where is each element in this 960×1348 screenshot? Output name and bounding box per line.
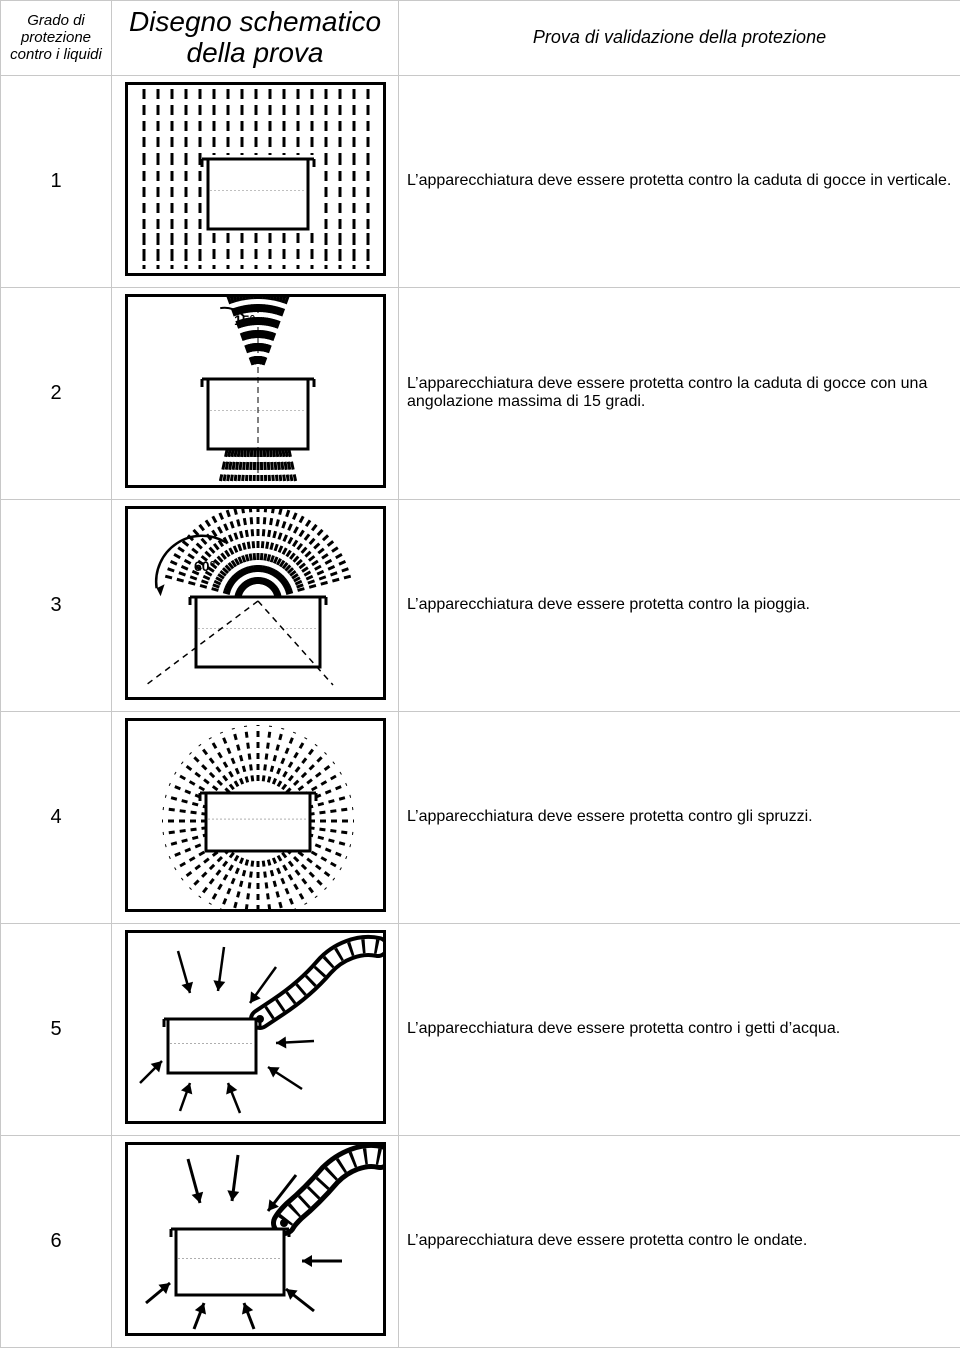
grade-cell: 6 [1,1135,112,1347]
diagram-cell [112,923,399,1135]
grade-cell: 4 [1,711,112,923]
diagram-frame [125,1142,386,1336]
description-cell: L’apparecchiatura deve essere protetta c… [399,711,960,923]
description-cell: L’apparecchiatura deve essere protetta c… [399,499,960,711]
header-validation: Prova di validazione della protezione [399,1,960,76]
diagram-frame: 60° [125,506,386,700]
grade-cell: 2 [1,287,112,499]
grade-cell: 1 [1,75,112,287]
diagram-cell [112,75,399,287]
table-row: 6 L’apparecchiatura deve essere protetta … [1,1135,960,1347]
diagram-frame: 15° [125,294,386,488]
grade-cell: 3 [1,499,112,711]
diagram-cell [112,1135,399,1347]
diagram-cell: 60° [112,499,399,711]
diagram-frame [125,718,386,912]
description-cell: L’apparecchiatura deve essere protetta c… [399,923,960,1135]
table-row: 5 L’apparecchiatura deve essere protetta … [1,923,960,1135]
svg-text:60°: 60° [194,558,215,574]
description-cell: L’apparecchiatura deve essere protetta c… [399,287,960,499]
ip-protection-table: Grado di protezione contro i liquidi Dis… [0,0,960,1348]
header-diagram: Disegno schematico della prova [112,1,399,76]
description-cell: L’apparecchiatura deve essere protetta c… [399,1135,960,1347]
grade-cell: 5 [1,923,112,1135]
diagram-frame [125,930,386,1124]
diagram-cell [112,711,399,923]
diagram-cell: 15° [112,287,399,499]
description-cell: L’apparecchiatura deve essere protetta c… [399,75,960,287]
table-row: 4 L’apparecchiatura deve essere protetta … [1,711,960,923]
table-header-row: Grado di protezione contro i liquidi Dis… [1,1,960,76]
header-grade: Grado di protezione contro i liquidi [1,1,112,76]
diagram-frame [125,82,386,276]
table-row: 1 L’apparecchiatura deve essere protetta … [1,75,960,287]
table-row: 3 60° L’apparecchiatura deve essere protet… [1,499,960,711]
svg-text:15°: 15° [234,312,255,328]
table-row: 2 15° L’apparecchiatura deve essere protet… [1,287,960,499]
